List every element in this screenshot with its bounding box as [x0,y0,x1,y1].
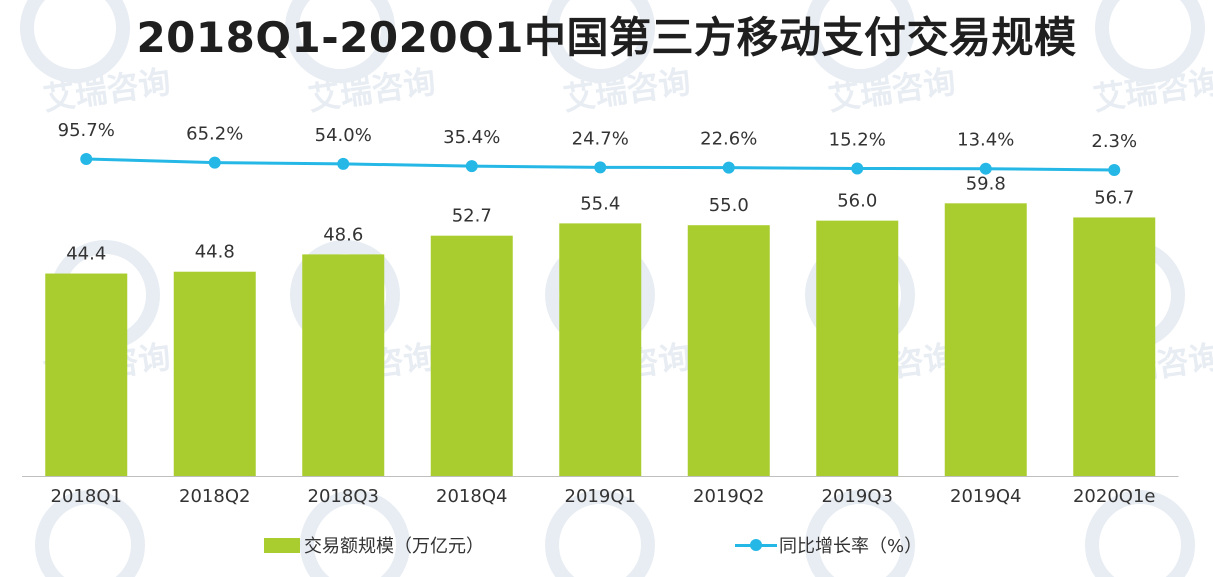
bar-value-label: 56.0 [837,191,877,212]
growth-point-2019Q2 [722,161,735,174]
watermark-logo-icon [805,490,915,577]
growth-value-label: 2.3% [1091,131,1137,152]
growth-point-2020Q1e [1108,164,1121,176]
legend-label-growth: 同比增长率（%） [779,536,923,557]
bar-series [45,203,1156,476]
growth-value-label: 24.7% [572,128,629,149]
bar-value-labels: 44.4 44.8 48.6 52.7 55.4 55.0 56.0 59.8 56.7 [66,173,1134,264]
bar-2019Q1 [559,223,642,476]
x-tick-label: 2018Q1 [51,486,122,507]
watermark-logo-icon [300,490,410,577]
watermark-logo-icon [545,0,655,83]
legend-item-volume: 交易额规模（万亿元） [264,532,484,558]
x-tick-label: 2018Q4 [436,486,507,507]
bar-value-label: 55.0 [709,195,749,216]
bar-2019Q3 [816,220,899,476]
watermark-logo-icon [35,490,145,577]
legend-item-growth: 同比增长率（%） [735,532,922,558]
chart-title: 2018Q1-2020Q1中国第三方移动支付交易规模 [136,13,1077,62]
bar-2020Q1e [1073,217,1156,476]
growth-value-label: 22.6% [700,129,757,150]
x-tick-label: 2019Q2 [693,486,764,507]
bar-value-label: 59.8 [966,173,1006,194]
growth-point-2018Q2 [208,156,221,169]
growth-line-series [80,153,1121,176]
growth-point-2019Q3 [851,162,864,175]
growth-value-labels: 95.7% 65.2% 54.0% 35.4% 24.7% 22.6% 15.2% 13.4%… [58,120,1137,152]
bar-value-label: 55.4 [580,193,620,214]
legend-swatch-bar [264,537,300,553]
growth-value-label: 54.0% [315,125,372,146]
growth-point-2019Q4 [979,162,992,175]
x-tick-label: 2018Q2 [179,486,250,507]
growth-point-2018Q3 [337,157,350,170]
watermark-logo-icon [545,490,655,577]
bar-value-label: 52.7 [452,206,492,227]
watermark-logo-icon [20,0,130,83]
x-tick-label: 2020Q1e [1073,486,1156,507]
bar-2018Q1 [45,273,128,476]
growth-value-label: 13.4% [957,130,1014,151]
bar-value-label: 44.4 [66,244,106,265]
watermark-logo-icon [805,0,915,83]
x-tick-label: 2018Q3 [308,486,379,507]
growth-point-2018Q4 [465,160,478,173]
watermark-logo-icon [1085,490,1195,577]
legend-swatch-line [735,537,777,553]
growth-value-label: 35.4% [443,127,500,148]
bar-value-label: 44.8 [195,242,235,263]
bar-2018Q2 [173,271,256,476]
bar-2018Q4 [430,235,513,476]
growth-value-label: 65.2% [186,124,243,145]
growth-value-label: 95.7% [58,120,115,141]
bar-value-label: 56.7 [1094,187,1134,208]
bar-2019Q2 [687,225,770,476]
watermark-logo-icon [1095,0,1205,83]
watermark-logo-icon [285,0,395,83]
watermark-text: 艾瑞咨询 [1091,62,1213,117]
bar-2018Q3 [302,254,385,476]
legend-label-volume: 交易额规模（万亿元） [304,536,484,557]
growth-point-2019Q1 [594,161,607,174]
growth-point-2018Q1 [80,153,93,165]
bar-value-label: 48.6 [323,224,363,245]
x-tick-label: 2019Q4 [950,486,1021,507]
x-axis-tick-labels: 2018Q1 2018Q2 2018Q3 2018Q4 2019Q1 2019Q2 2019… [51,486,1156,507]
x-tick-label: 2019Q3 [822,486,893,507]
growth-value-label: 15.2% [829,129,886,150]
bar-2019Q4 [944,203,1027,476]
x-tick-label: 2019Q1 [565,486,636,507]
